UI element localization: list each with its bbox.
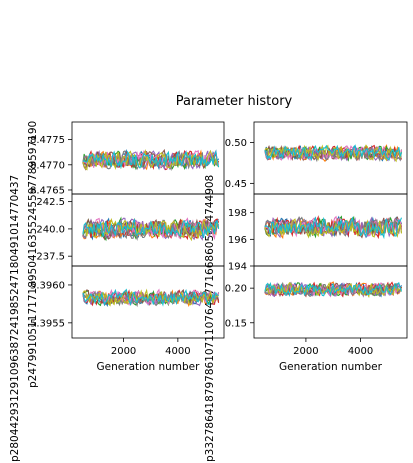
subplot-right-middle: 194 196 198 (228, 193, 408, 273)
x-axis-label: Generation number (279, 361, 383, 373)
series-line (82, 290, 220, 308)
series-line (264, 281, 403, 298)
y-axis-label: p247991051171718950416355245597789597190 (27, 121, 39, 388)
subplot-left-bottom: 5.3955 5.3960 2000 4000 Generation number (30, 265, 225, 373)
y-tick-label: 0.45 (225, 179, 247, 190)
series-line (82, 217, 220, 241)
series-group (82, 148, 220, 171)
y-tick-label: 240.0 (36, 224, 65, 235)
y-tick-label: 194 (228, 262, 247, 273)
y-axis-label: p332786418797861071107646771668605684744… (204, 175, 216, 462)
x-tick-label: 2000 (293, 346, 318, 357)
y-tick-label: 198 (228, 208, 247, 219)
figure-title: Parameter history (176, 94, 293, 109)
series-line (82, 149, 220, 170)
y-tick-label: 8.4775 (30, 135, 65, 146)
series-group (264, 144, 403, 163)
subplot-grid: 8.4765 8.4770 8.4775 p280442931291096387241… (9, 121, 408, 462)
series-line (264, 145, 403, 162)
y-tick-label: 8.4765 (30, 185, 65, 196)
series-line (82, 149, 220, 170)
subplot-left-middle: 237.5 240.0 242.5p247991051171718950416355… (27, 121, 225, 388)
subplot-right-top: 0.45 0.50 p3327864187978610711076467716686… (204, 121, 408, 462)
series-group (264, 281, 403, 299)
series-group (264, 215, 403, 240)
y-tick-label: 196 (228, 235, 247, 246)
y-tick-label: 5.3955 (30, 318, 65, 329)
y-tick-label: 8.4770 (30, 160, 65, 171)
y-axis-label: p280442931291096387241985247180491014770… (9, 175, 21, 462)
series-line (82, 149, 219, 171)
series-line (82, 217, 220, 239)
y-tick-label: 0.20 (225, 284, 247, 295)
series-group (82, 288, 220, 308)
axes-frame (71, 265, 225, 339)
axes-frame (253, 265, 408, 339)
y-tick-label: 0.50 (225, 138, 247, 149)
subplot-right-bottom: 0.15 0.20 2000 4000 Generation number (225, 265, 408, 373)
y-tick-label: 0.15 (225, 318, 247, 329)
series-line (264, 216, 403, 240)
series-line (264, 144, 403, 162)
y-tick-label: 237.5 (36, 252, 65, 263)
series-group (82, 216, 220, 242)
x-tick-label: 2000 (111, 346, 136, 357)
y-tick-label: 5.3960 (30, 280, 65, 291)
x-tick-label: 4000 (348, 346, 373, 357)
series-line (82, 288, 219, 307)
series-line (264, 144, 403, 163)
x-axis-label: Generation number (97, 361, 201, 373)
y-tick-label: 242.5 (36, 197, 65, 208)
x-tick-label: 4000 (165, 346, 190, 357)
